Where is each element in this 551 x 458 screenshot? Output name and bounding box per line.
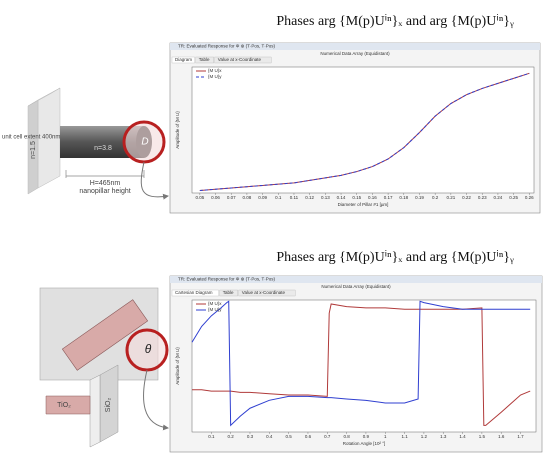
x-tick-label: 0.05 [195, 195, 204, 200]
app-window: TR: Evaluated Response for Φ ⊗ (T·Pos, T… [169, 275, 543, 453]
x-tick-label: 0.3 [247, 434, 254, 439]
tab-label: Value at x-Coordinate [218, 57, 262, 62]
tab [195, 56, 214, 64]
pillar-illustration: unit cell extent 400nm n=1.5 n=3.8 D H=4… [2, 87, 169, 200]
x-tick-label: 0.21 [446, 195, 455, 200]
plot-area [191, 66, 535, 194]
legend-label: {M U}x [208, 68, 222, 73]
tab-label: Cartesian Diagram [175, 290, 213, 295]
x-tick-label: 0.06 [211, 195, 220, 200]
x-tick-label: 0.23 [478, 195, 487, 200]
x-tick-label: 0.09 [258, 195, 267, 200]
label: n=3.8 [94, 145, 112, 152]
x-tick-label: 1 [384, 434, 387, 439]
x-tick-label: 0.08 [243, 195, 252, 200]
rotation-illustration: θ TiO₂ SiO₂ [39, 287, 169, 448]
x-tick-label: 0.6 [305, 434, 312, 439]
x-tick-label: 0.17 [384, 195, 393, 200]
x-axis-label: Rotation Angle [10² °] [343, 441, 386, 446]
x-tick-label: 0.18 [399, 195, 408, 200]
x-tick-label: 0.26 [525, 195, 534, 200]
series-line [191, 300, 531, 427]
x-tick-label: 0.24 [494, 195, 503, 200]
tab [171, 289, 219, 297]
x-tick-label: 0.1 [275, 195, 282, 200]
data-title: Numerical Data Array (Equidistant) [321, 284, 391, 289]
x-tick-label: 1.2 [421, 434, 428, 439]
y-axis-label: Amplitude of {M U} [175, 111, 180, 149]
tab [171, 56, 195, 64]
x-tick-label: 0.25 [509, 195, 518, 200]
x-tick-label: 1.7 [517, 434, 524, 439]
window-title: TR: Evaluated Response for Φ ⊗ (T·Pos, T… [178, 44, 276, 49]
x-tick-label: 0.9 [363, 434, 370, 439]
legend-label: {M U}y [208, 74, 222, 79]
tab-label: Diagram [175, 57, 192, 62]
label: TiO₂ [57, 402, 71, 409]
tab-label: Table [223, 290, 234, 295]
x-tick-label: 0.11 [290, 195, 299, 200]
series-line [199, 72, 530, 191]
x-tick-label: 0.5 [285, 434, 292, 439]
x-tick-label: 1.6 [498, 434, 505, 439]
label: D [141, 137, 148, 148]
x-tick-label: 0.4 [266, 434, 273, 439]
tab [214, 56, 272, 64]
x-tick-label: 0.19 [415, 195, 424, 200]
x-axis-label: Diameter of Pillar #1 [µm] [338, 202, 389, 207]
y-axis-label: Amplitude of {M U} [175, 347, 180, 385]
x-tick-label: 1.3 [440, 434, 447, 439]
tab [219, 289, 238, 297]
x-tick-label: 0.12 [305, 195, 314, 200]
x-tick-label: 0.14 [337, 195, 346, 200]
legend-label: {M U}x [208, 301, 222, 306]
x-tick-label: 1.4 [459, 434, 466, 439]
tab-label: Value at x-Coordinate [242, 290, 286, 295]
chart-title: Phases arg {M(p)Uⁱⁿ}ₓ and arg {M(p)Uⁱⁿ}ᵧ [276, 250, 514, 265]
plot-area [191, 299, 537, 433]
x-tick-label: 0.13 [321, 195, 330, 200]
window-title: TR: Evaluated Response for Φ ⊗ (T·Pos, T… [178, 277, 276, 282]
x-tick-label: 0.15 [352, 195, 361, 200]
data-title: Numerical Data Array (Equidistant) [320, 51, 390, 56]
x-tick-label: 0.7 [324, 434, 331, 439]
label: θ [145, 342, 152, 356]
x-tick-label: 0.1 [208, 434, 215, 439]
x-tick-label: 0.2 [228, 434, 235, 439]
title-bar [170, 276, 542, 283]
label: nanopillar height [79, 188, 130, 195]
x-tick-label: 0.16 [368, 195, 377, 200]
x-tick-label: 1.1 [401, 434, 408, 439]
label: H=465nm [90, 180, 121, 187]
series-line [192, 303, 531, 426]
tab [238, 289, 296, 297]
x-tick-label: 0.2 [432, 195, 439, 200]
label: SiO₂ [105, 398, 112, 413]
chart-title: Phases arg {M(p)Uⁱⁿ}ₓ and arg {M(p)Uⁱⁿ}ᵧ [276, 14, 514, 29]
title-bar [170, 43, 540, 50]
x-tick-label: 0.22 [462, 195, 471, 200]
app-window: TR: Evaluated Response for Φ ⊗ (T·Pos, T… [169, 42, 541, 214]
label: unit cell extent 400nm [2, 135, 60, 141]
x-tick-label: 0.8 [343, 434, 350, 439]
tab-label: Table [199, 57, 210, 62]
x-tick-label: 1.5 [479, 434, 486, 439]
legend-label: {M U}y [208, 307, 222, 312]
x-tick-label: 0.07 [227, 195, 236, 200]
label: n=1.5 [30, 141, 37, 159]
